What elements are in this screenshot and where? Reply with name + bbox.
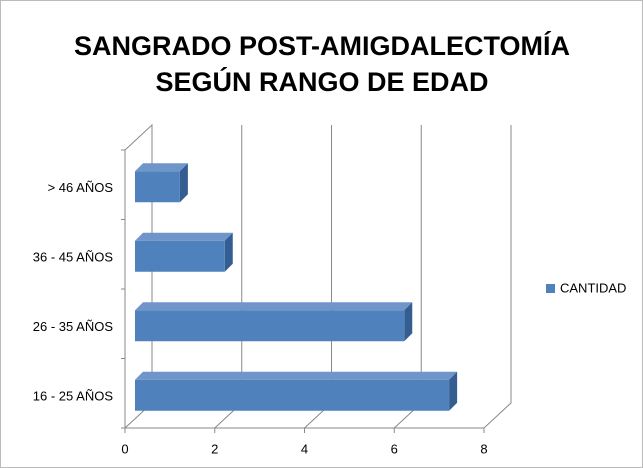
x-tick-label: 2 — [211, 441, 218, 456]
chart-title: SEGÚN RANGO DE EDAD — [155, 66, 488, 97]
y-tick-label: 26 - 35 AÑOS — [33, 319, 114, 334]
y-tick-label: 16 - 25 AÑOS — [33, 389, 114, 404]
bar-front — [135, 379, 450, 411]
grid-line — [483, 125, 512, 429]
bar-front — [135, 310, 405, 342]
x-tick-label: 6 — [391, 441, 398, 456]
bar-side — [224, 232, 233, 272]
bar-top — [135, 232, 233, 241]
legend-label: CANTIDAD — [560, 280, 626, 295]
bar — [135, 302, 413, 342]
legend-swatch — [546, 284, 555, 293]
x-tick-label: 8 — [480, 441, 487, 456]
bar — [135, 232, 233, 272]
bar-front — [135, 171, 180, 203]
bar-front — [135, 240, 225, 272]
y-tick-label: 36 - 45 AÑOS — [33, 250, 114, 265]
bar-side — [449, 371, 458, 411]
bar — [135, 371, 458, 411]
y-tick-label: > 46 AÑOS — [48, 180, 114, 195]
x-tick-label: 4 — [301, 441, 308, 456]
bar-side — [404, 302, 413, 342]
x-tick-label: 0 — [121, 441, 128, 456]
chart-title: SANGRADO POST-AMIGDALECTOMÍA — [74, 30, 570, 61]
bar-top — [135, 302, 413, 311]
bar-side — [179, 163, 188, 203]
bar — [135, 163, 188, 203]
bar-top — [135, 163, 188, 172]
bar-top — [135, 371, 458, 380]
